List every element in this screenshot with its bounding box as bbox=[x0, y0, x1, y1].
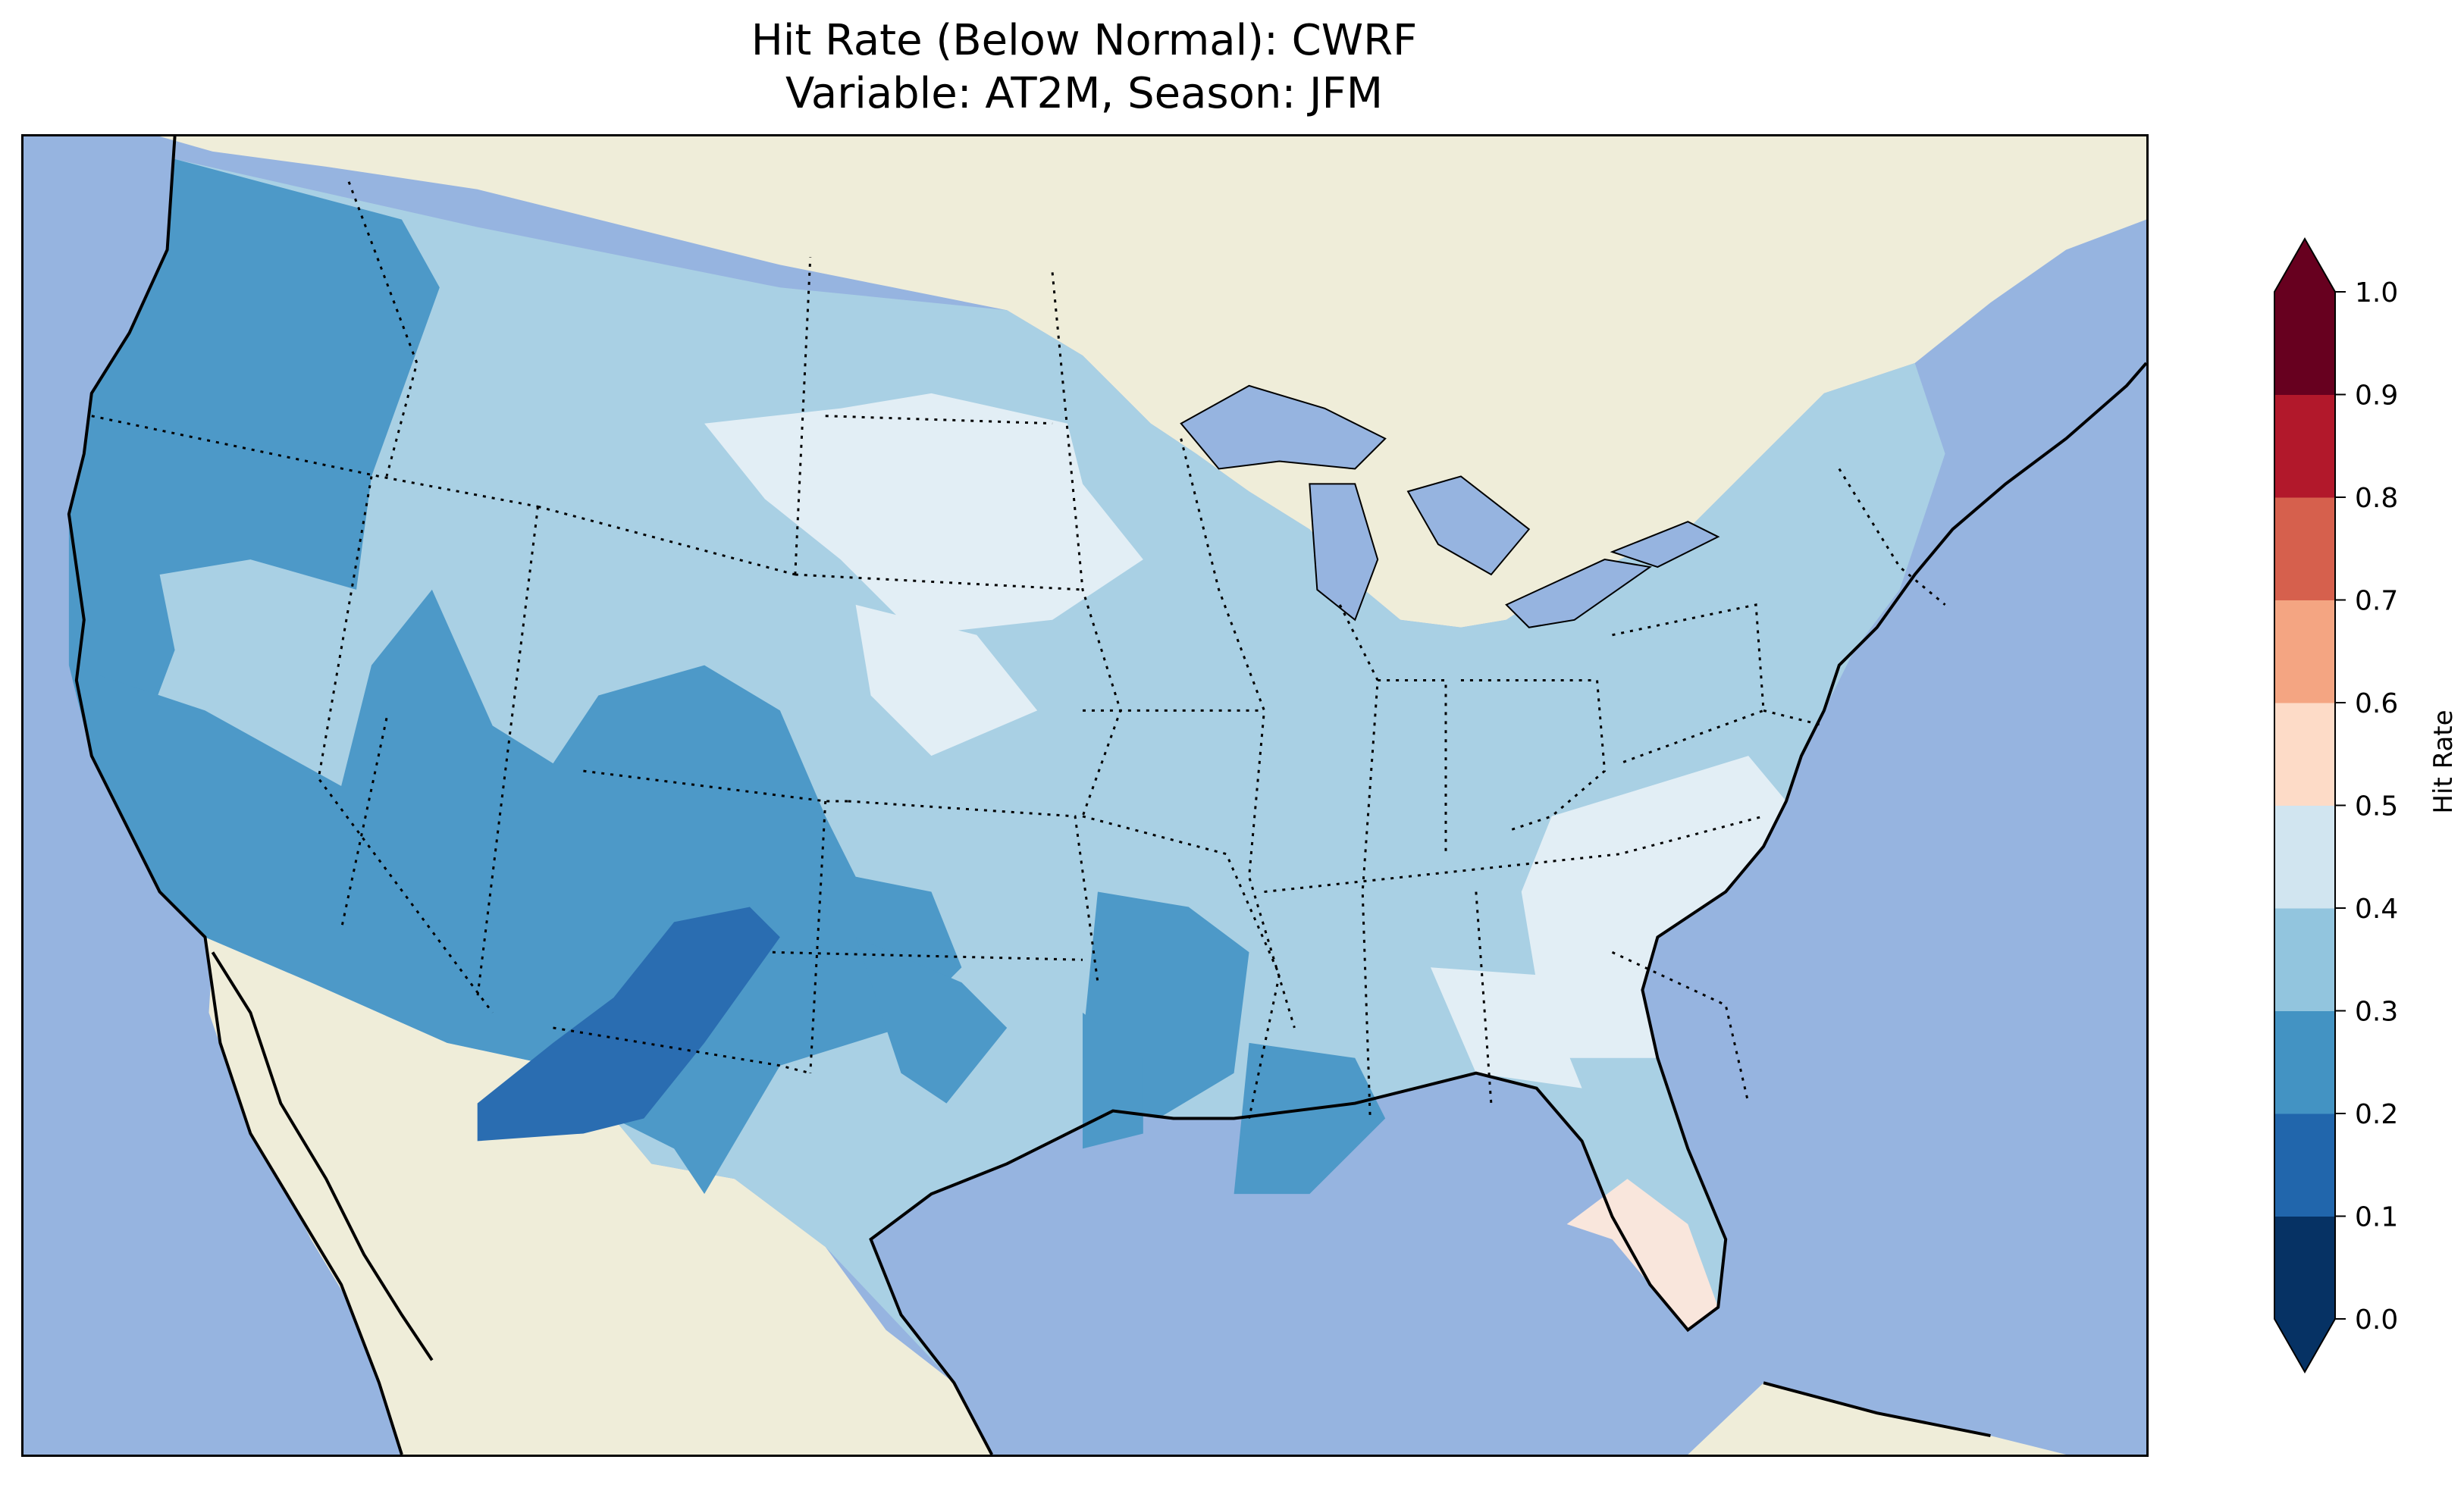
colorbar-bin-7 bbox=[2274, 497, 2335, 600]
colorbar-tick-label: 0.6 bbox=[2355, 688, 2398, 719]
colorbar-tick-label: 0.1 bbox=[2355, 1202, 2398, 1233]
chart-title: Hit Rate (Below Normal): CWRF bbox=[751, 16, 1418, 65]
hit-rate-field bbox=[68, 158, 1945, 1383]
hit-rate-region-10 bbox=[1521, 756, 1787, 1058]
colorbar-tick-label: 0.4 bbox=[2355, 894, 2398, 925]
colorbar-bin-0 bbox=[2274, 1216, 2335, 1320]
colorbar-tick-label: 0.3 bbox=[2355, 997, 2398, 1028]
hit-rate-region-8 bbox=[704, 393, 1143, 635]
colorbar-extend-max bbox=[2274, 239, 2335, 292]
colorbar-bin-5 bbox=[2274, 703, 2335, 806]
hit-rate-region-6 bbox=[1234, 1042, 1386, 1195]
map-panel bbox=[21, 134, 2149, 1457]
great-lakes bbox=[1180, 384, 1720, 628]
colorbar-tick-label: 0.2 bbox=[2355, 1099, 2398, 1130]
hit-rate-region-9 bbox=[855, 604, 1038, 756]
chart-subtitle: Variable: AT2M, Season: JFM bbox=[785, 69, 1384, 118]
colorbar-ticks: 0.0 0.1 0.2 0.3 0.4 0.5 0.6 0.7 0.8 0.9 1.0 bbox=[2335, 277, 2398, 1336]
hit-rate-region-2 bbox=[68, 589, 962, 1195]
colorbar-tick-label: 0.7 bbox=[2355, 586, 2398, 617]
colorbar-extend-min bbox=[2274, 1319, 2335, 1372]
colorbar-bin-9 bbox=[2274, 292, 2335, 395]
state-borders bbox=[91, 181, 1946, 1119]
colorbar-swatches bbox=[2274, 236, 2336, 1374]
colorbar-bin-6 bbox=[2274, 600, 2335, 703]
hit-rate-region-12 bbox=[1566, 1179, 1719, 1330]
colorbar-bin-1 bbox=[2274, 1113, 2335, 1217]
cuba-land bbox=[1688, 1383, 2067, 1455]
hit-rate-region-0 bbox=[68, 158, 1945, 1383]
colorbar-tick-label: 0.8 bbox=[2355, 483, 2398, 514]
hit-rate-region-7 bbox=[1083, 1013, 1143, 1149]
map-canvas bbox=[67, 136, 2146, 1455]
hit-rate-region-1 bbox=[68, 158, 440, 711]
coastlines bbox=[67, 136, 2146, 1455]
hit-rate-region-4 bbox=[855, 937, 1008, 1104]
canada-land bbox=[159, 136, 2146, 628]
colorbar-bin-2 bbox=[2274, 1010, 2335, 1114]
colorbar-bin-8 bbox=[2274, 394, 2335, 498]
colorbar-tick-label: 0.0 bbox=[2355, 1305, 2398, 1336]
colorbar-label: Hit Rate bbox=[2428, 709, 2459, 813]
colorbar-bin-3 bbox=[2274, 908, 2335, 1011]
colorbar-tick-label: 1.0 bbox=[2355, 277, 2398, 309]
hit-rate-region-3 bbox=[477, 907, 780, 1142]
colorbar-tick-label: 0.5 bbox=[2355, 791, 2398, 822]
hit-rate-region-11 bbox=[1431, 967, 1582, 1088]
colorbar-bin-4 bbox=[2274, 805, 2335, 909]
colorbar-tick-label: 0.9 bbox=[2355, 381, 2398, 412]
